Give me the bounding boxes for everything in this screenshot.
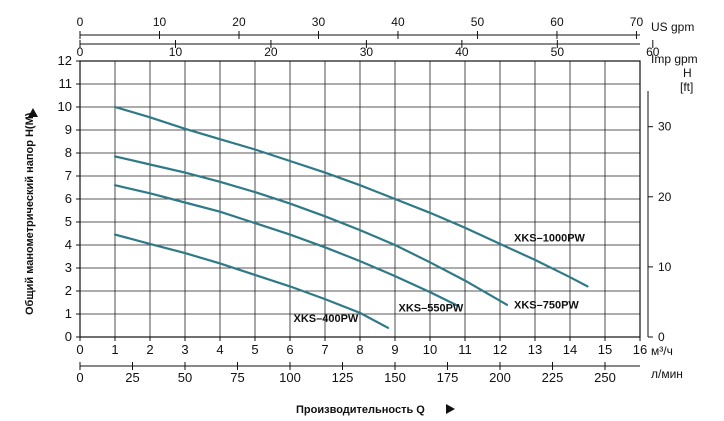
series-line-xks-750pw	[113, 155, 509, 306]
ft-tick-label: 0	[658, 330, 665, 344]
x-tick-label: 3	[181, 342, 188, 357]
x-tick-label: 12	[493, 342, 507, 357]
series-labels: XKS–400PW XKS–550PW XKS–750PW XKS–1000PW	[294, 233, 586, 325]
imp-gpm-tick-label: 30	[360, 45, 374, 59]
imp-gpm-tick-label: 60	[646, 45, 660, 59]
ft-tick-label: 30	[658, 120, 672, 134]
x-tick-label: 15	[598, 342, 612, 357]
lmin-tick-label: 200	[489, 370, 511, 385]
lmin-tick-label: 175	[437, 370, 459, 385]
y-tick-label: 8	[65, 145, 72, 160]
ft-axis-label-bottom: [ft]	[680, 80, 693, 94]
lmin-unit-label: л/мин	[651, 367, 683, 381]
x-tick-label: 10	[423, 342, 437, 357]
y-tick-label: 5	[65, 214, 72, 229]
y-axis-title-text: Общий манометрический напор H(M)	[24, 112, 36, 315]
lmin-axis: 0 25 50 75 100 125 150 175 200 225 250	[76, 362, 640, 385]
y-tick-label: 0	[65, 329, 72, 344]
x-tick-label: 7	[321, 342, 328, 357]
lmin-tick-label: 100	[279, 370, 301, 385]
x-tick-label: 14	[563, 342, 577, 357]
y-tick-label: 1	[65, 306, 72, 321]
imp-gpm-tick-label: 20	[264, 45, 278, 59]
y-tick-label: 2	[65, 283, 72, 298]
grid-lines	[79, 60, 641, 338]
x-tick-label: 1	[111, 342, 118, 357]
imp-gpm-tick-label: 0	[77, 45, 84, 59]
y-axis-arrow-icon	[28, 108, 38, 117]
y-tick-label: 12	[58, 53, 72, 68]
x-tick-label: 2	[146, 342, 153, 357]
y-tick-label: 3	[65, 260, 72, 275]
x-tick-label: 11	[458, 342, 472, 357]
y-tick-label: 4	[65, 237, 72, 252]
x-tick-label: 9	[391, 342, 398, 357]
lmin-tick-label: 250	[594, 370, 616, 385]
lmin-tick-label: 150	[384, 370, 406, 385]
series-label: XKS–1000PW	[514, 233, 586, 245]
us-gpm-label: US gpm	[651, 20, 694, 34]
lmin-tick-label: 75	[230, 370, 244, 385]
imp-gpm-tick-label: 10	[169, 45, 183, 59]
x-axis-title-text: Производительность Q	[296, 404, 425, 416]
us-gpm-tick-label: 50	[471, 15, 485, 29]
performance-curves	[113, 105, 589, 329]
x-axis-arrow-icon	[446, 404, 455, 414]
imp-gpm-tick-label: 40	[455, 45, 469, 59]
x-axis-title: Производительность Q	[296, 404, 455, 416]
x-tick-label: 5	[251, 342, 258, 357]
us-gpm-tick-label: 60	[550, 15, 564, 29]
x-tick-label: 8	[356, 342, 363, 357]
us-gpm-tick-label: 0	[77, 15, 84, 29]
x-tick-label: 16	[633, 342, 647, 357]
y-tick-label: 6	[65, 191, 72, 206]
y-tick-label: 7	[65, 168, 72, 183]
lmin-tick-label: 225	[542, 370, 564, 385]
series-line-xks-1000pw	[113, 105, 589, 288]
ft-axis-ticks: 0 10 20 30	[647, 91, 672, 344]
y-axis-title: Общий манометрический напор H(M)	[24, 112, 36, 315]
y-tick-label: 9	[65, 122, 72, 137]
series-label: XKS–550PW	[399, 303, 464, 315]
imp-gpm-tick-label: 50	[551, 45, 565, 59]
x-tick-label: 13	[528, 342, 542, 357]
series-line-xks-550pw	[113, 184, 460, 307]
lmin-tick-label: 25	[125, 370, 139, 385]
x-tick-label: 4	[216, 342, 223, 357]
ft-tick-label: 20	[658, 190, 672, 204]
imp-gpm-label: Imp gpm	[651, 52, 698, 66]
x-tick-label: 6	[286, 342, 293, 357]
series-line-xks-400pw	[113, 233, 390, 329]
y-tick-label: 10	[58, 99, 72, 114]
lmin-tick-label: 125	[332, 370, 354, 385]
us-gpm-tick-label: 20	[232, 15, 246, 29]
lmin-tick-label: 50	[178, 370, 192, 385]
series-label: XKS–400PW	[294, 313, 359, 325]
us-gpm-tick-label: 40	[391, 15, 405, 29]
series-label: XKS–750PW	[514, 299, 579, 311]
us-gpm-tick-label: 30	[312, 15, 326, 29]
us-gpm-axis: 0 10 20 30 40 50 60 70	[77, 15, 644, 39]
us-gpm-tick-label: 70	[630, 15, 644, 29]
ft-tick-label: 10	[658, 260, 672, 274]
us-gpm-tick-label: 10	[153, 15, 167, 29]
x-axis-ticks: 0 1 2 3 4 5 6 7 8 9 10 11 12 13 14 15 16	[76, 337, 647, 357]
lmin-tick-label: 0	[76, 370, 83, 385]
m3h-unit-label: м³/ч	[651, 344, 673, 358]
y-tick-label: 11	[59, 76, 73, 91]
ft-axis-label-top: H	[683, 66, 692, 80]
x-tick-label: 0	[76, 342, 83, 357]
imp-gpm-axis: 0 10 20 30 40 50 60	[77, 40, 660, 59]
